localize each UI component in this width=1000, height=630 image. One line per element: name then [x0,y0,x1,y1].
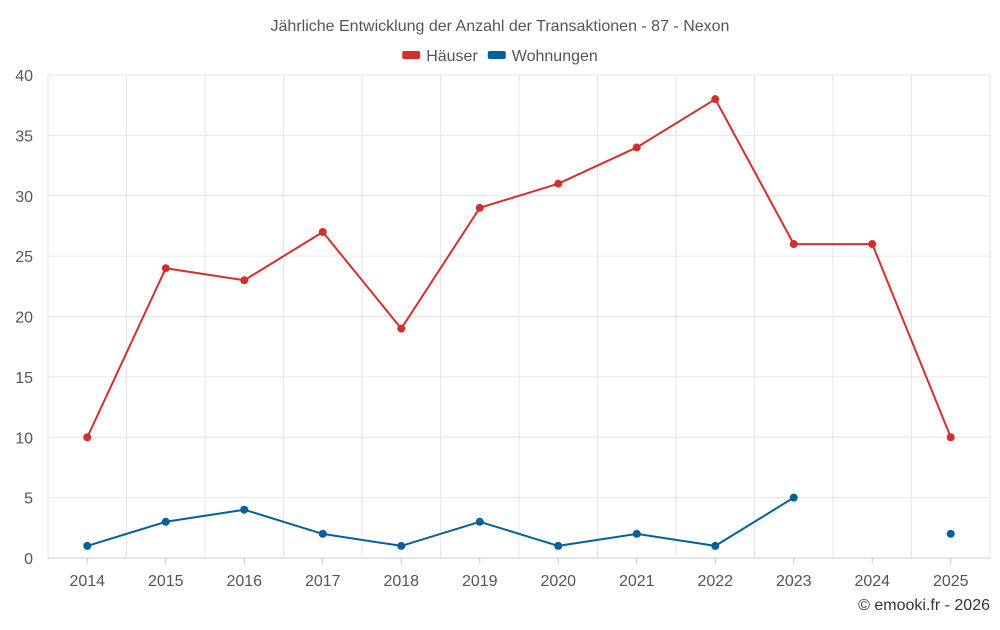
legend-item[interactable]: Wohnungen [487,48,598,65]
x-tick-label: 2025 [933,573,969,590]
series-line [86,98,952,438]
data-point[interactable] [789,240,798,249]
data-point[interactable] [711,95,720,104]
data-point[interactable] [240,276,249,285]
y-tick-label: 40 [15,68,33,85]
data-point[interactable] [946,529,955,538]
data-point[interactable] [240,505,249,514]
legend-swatch [487,51,506,59]
legend-item[interactable]: Häuser [402,48,478,65]
x-tick-label: 2022 [697,573,733,590]
grid [47,74,991,559]
data-point[interactable] [397,541,406,550]
x-tick-label: 2021 [619,573,655,590]
data-point[interactable] [711,541,720,550]
x-tick-label: 2019 [462,573,498,590]
credit-text: © emooki.fr - 2026 [858,597,990,614]
x-tick-label: 2015 [148,573,184,590]
data-point[interactable] [475,517,484,526]
data-point[interactable] [475,203,484,212]
series-0 [83,95,955,442]
x-tick-label: 2014 [69,573,105,590]
legend-label: Häuser [426,48,478,65]
data-point[interactable] [83,541,92,550]
x-tick-label: 2018 [383,573,419,590]
legend[interactable]: Häuser Wohnungen [402,48,598,65]
legend-swatch [402,51,421,59]
x-tick-label: 2024 [854,573,890,590]
y-tick-label: 15 [15,370,33,387]
data-point[interactable] [397,324,406,333]
y-tick-label: 5 [24,491,33,508]
data-point[interactable] [83,433,92,442]
data-point[interactable] [318,227,327,236]
data-point[interactable] [318,529,327,538]
data-point[interactable] [554,179,563,188]
x-tick-label: 2023 [776,573,812,590]
data-point[interactable] [161,264,170,273]
series-layer [83,95,955,550]
x-tick-label: 2017 [305,573,341,590]
x-tick-label: 2020 [540,573,576,590]
data-point[interactable] [946,433,955,442]
data-point[interactable] [554,541,563,550]
chart-title: Jährliche Entwicklung der Anzahl der Tra… [271,18,730,35]
y-tick-label: 10 [15,430,33,447]
data-point[interactable] [868,240,877,249]
x-tick-label: 2016 [226,573,262,590]
y-tick-label: 35 [15,128,33,145]
data-point[interactable] [161,517,170,526]
data-point[interactable] [789,493,798,502]
series-line [87,496,795,547]
y-tick-label: 20 [15,310,33,327]
data-point[interactable] [632,529,641,538]
series-1 [83,493,955,550]
y-tick-label: 25 [15,249,33,266]
y-tick-label: 0 [24,551,33,568]
x-axis-ticks: 2014 2015 2016 2017 2018 2019 2020 2021 2022 2023… [69,558,969,590]
y-tick-label: 30 [15,189,33,206]
y-axis-ticks: 0 5 10 15 20 25 30 35 40 [15,68,33,568]
legend-label: Wohnungen [512,48,598,65]
data-point[interactable] [632,143,641,152]
